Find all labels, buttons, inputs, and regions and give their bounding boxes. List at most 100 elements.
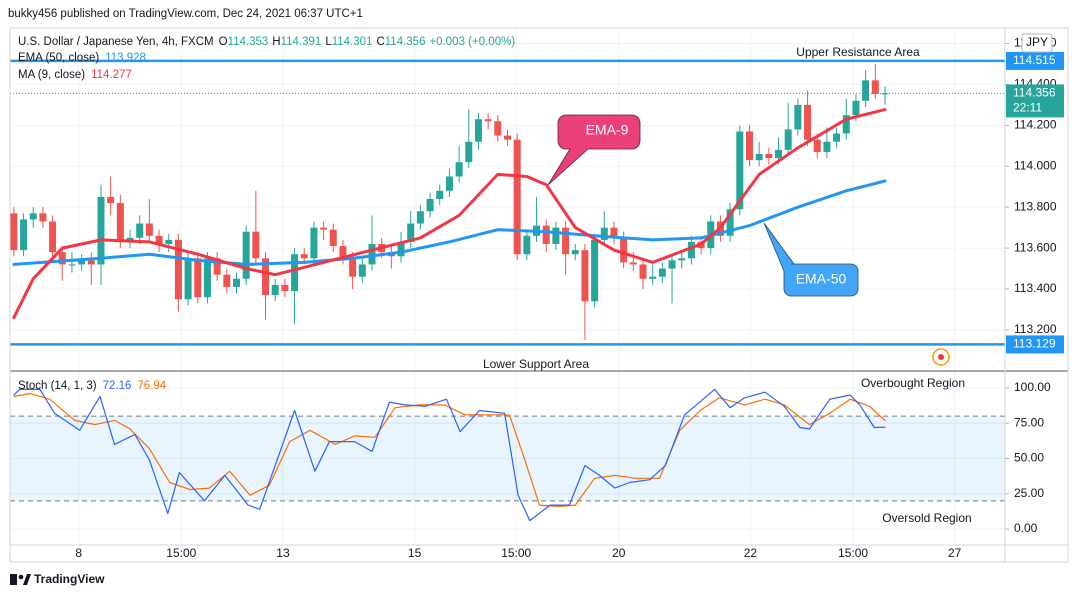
x-tick-label: 15:00: [501, 546, 531, 560]
annotation: Overbought Region: [861, 376, 965, 390]
candle-body: [494, 121, 502, 136]
alert-icon: [932, 348, 950, 366]
y-tick-label: 113.400: [1014, 281, 1057, 295]
candle-body: [349, 258, 357, 277]
y-tick-label: 113.200: [1014, 322, 1057, 336]
legend-indicator: EMA (50, close) 113.928: [18, 52, 146, 64]
alert-ring: [932, 348, 950, 366]
legend-stoch: Stoch (14, 1, 3) 72.16 76.94: [18, 380, 167, 392]
candle-body: [300, 254, 308, 259]
indicator-name: Stoch (14, 1, 3): [18, 380, 97, 392]
ohlc-value: 114.353: [228, 36, 269, 48]
candle-body: [329, 229, 337, 247]
candle-body: [291, 254, 299, 292]
level-badge: [1006, 335, 1064, 354]
y-tick-label: 75.00: [1014, 415, 1044, 429]
candle-body: [242, 231, 250, 279]
candle-body: [368, 243, 376, 265]
ohlc-value: 114.301: [332, 36, 373, 48]
candle-body: [58, 252, 66, 265]
candle-body: [252, 231, 260, 259]
x-tick-label: 20: [612, 546, 626, 560]
x-tick-label: 15:00: [166, 546, 196, 560]
candle-body: [145, 223, 153, 236]
ma-line: [12, 179, 887, 266]
indicator-value: 113.928: [105, 52, 146, 64]
candle-body: [600, 227, 608, 240]
currency-badge: [1021, 33, 1053, 53]
candle-body: [281, 284, 289, 292]
y-tick-label: 50.00: [1014, 451, 1044, 465]
candle-body: [407, 223, 415, 242]
candle-body: [823, 141, 831, 152]
candle-body: [339, 246, 347, 259]
candle-body: [445, 176, 453, 191]
candle-body: [455, 162, 463, 177]
candle-body: [126, 237, 134, 240]
candle-body: [397, 241, 405, 257]
candle-body: [203, 258, 211, 298]
x-tick-label: 27: [948, 546, 962, 560]
candle-body: [68, 264, 76, 266]
candle-body: [658, 268, 666, 277]
candle-body: [97, 196, 105, 265]
candle-body: [426, 198, 434, 212]
candle-body: [78, 260, 86, 265]
candle-body: [745, 131, 753, 161]
callout: [763, 222, 859, 297]
candle-body: [223, 274, 231, 287]
candle-body: [620, 237, 628, 263]
candle-body: [542, 225, 550, 244]
candle-body: [184, 258, 192, 300]
candle-body: [155, 235, 163, 244]
y-tick-label: 114.200: [1014, 118, 1057, 132]
footer: TradingView: [34, 572, 105, 586]
candle-body: [513, 139, 521, 255]
y-tick-label: 0.00: [1014, 521, 1038, 535]
candle-body: [775, 149, 783, 159]
legend-indicator: MA (9, close) 114.277: [18, 69, 132, 81]
candle-body: [833, 133, 841, 142]
ohlc-key: H: [272, 36, 280, 48]
candle-body: [20, 219, 28, 251]
y-tick-label: 114.000: [1014, 158, 1057, 172]
stoch-line: [13, 388, 886, 522]
grid: [10, 29, 1005, 545]
candle-body: [678, 258, 686, 261]
candle-body: [755, 153, 763, 161]
candle-body: [165, 239, 173, 244]
candle-body: [562, 227, 570, 255]
level-badge: [1006, 51, 1064, 70]
candle-body: [271, 284, 279, 296]
candle-body: [310, 227, 318, 259]
x-tick-label: 15: [408, 546, 422, 560]
stoch-line: [13, 393, 886, 508]
candle-body: [416, 211, 424, 224]
candle-body: [320, 227, 328, 230]
annotation: Upper Resistance Area: [796, 45, 920, 59]
candle-body: [639, 264, 647, 279]
last-price-label: 114.356: [1013, 86, 1056, 100]
countdown: 22:11: [1013, 101, 1042, 115]
candle-body: [687, 241, 695, 259]
candle-body: [29, 213, 37, 220]
publisher: bukky456 published on TradingView.com, D…: [8, 8, 363, 20]
ohlc-key: L: [325, 36, 332, 48]
candle-body: [649, 276, 657, 279]
candle-body: [262, 258, 270, 296]
symbol: U.S. Dollar / Japanese Yen, 4h, FXCM: [18, 36, 214, 48]
logo: [10, 574, 31, 585]
candle-body: [484, 119, 492, 122]
candle-body: [581, 250, 589, 302]
candle-body: [504, 135, 511, 140]
candle-body: [571, 250, 579, 255]
candle-body: [87, 260, 95, 265]
candle-body: [852, 100, 860, 116]
candle-body: [358, 264, 366, 277]
candle-body: [794, 104, 802, 130]
alert-dot: [938, 354, 944, 360]
candle-body: [474, 119, 482, 142]
